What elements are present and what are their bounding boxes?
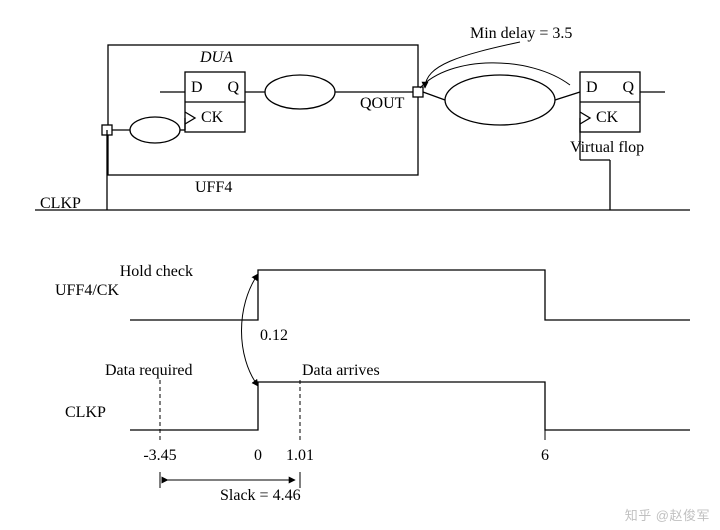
- axis-neg345: -3.45: [143, 447, 176, 464]
- axis-101: 1.01: [286, 447, 314, 464]
- vflop-q-label: Q: [622, 79, 634, 96]
- uff4-name: UFF4: [195, 179, 232, 196]
- hold-check-label: Hold check: [120, 263, 193, 280]
- uff4-ck-waveform-label: UFF4/CK: [55, 282, 119, 299]
- data-required-label: Data required: [105, 362, 193, 379]
- clk-delay-icon: [130, 117, 180, 143]
- clkp-waveform-label: CLKP: [65, 404, 106, 421]
- vflop-name: Virtual flop: [570, 139, 644, 156]
- uff4-d-label: D: [191, 79, 203, 96]
- slack-label: Slack = 4.46: [220, 487, 301, 504]
- clkp-schematic-label: CLKP: [40, 195, 81, 212]
- axis-6: 6: [541, 447, 549, 464]
- clkp-waveform: [130, 382, 690, 430]
- uff4-flop: D Q CK UFF4: [185, 72, 245, 196]
- vflop-ck-label: CK: [596, 109, 619, 126]
- min-delay-arrow-icon: [425, 42, 520, 88]
- uff4-ck-label: CK: [201, 109, 224, 126]
- qout-port-icon: [413, 87, 423, 97]
- qout-label: QOUT: [360, 95, 405, 112]
- axis-zero: 0: [254, 447, 262, 464]
- virtual-flop: D Q CK Virtual flop: [570, 72, 644, 156]
- min-delay-label: Min delay = 3.5: [470, 25, 572, 42]
- uff4-ck-waveform: [130, 270, 690, 320]
- dua-label: DUA: [199, 49, 233, 66]
- output-delay-icon: [445, 75, 555, 125]
- hold-check-value: 0.12: [260, 327, 288, 344]
- uff4-q-label: Q: [227, 79, 239, 96]
- internal-delay-icon: [265, 75, 335, 109]
- timing-diagram: DUA D Q CK UFF4 D Q CK Virtual flop: [0, 0, 720, 530]
- data-arrives-label: Data arrives: [302, 362, 380, 379]
- hold-check-arrow-icon: [242, 274, 259, 386]
- vflop-d-label: D: [586, 79, 598, 96]
